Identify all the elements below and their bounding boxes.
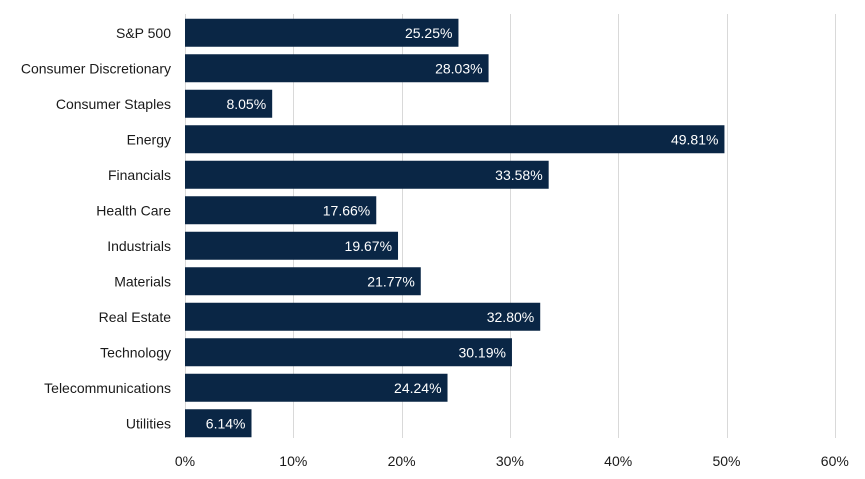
bar-value-label: 32.80%	[487, 309, 534, 325]
category-labels: S&P 500 Consumer Discretionary Consumer St…	[21, 25, 171, 432]
bar	[185, 89, 273, 118]
x-axis-ticks: 0% 10% 20% 30% 40% 50% 60%	[175, 453, 849, 469]
category-label: Materials	[114, 273, 171, 289]
bar	[185, 196, 377, 225]
grid-lines	[185, 14, 836, 438]
bars: 25.25% 28.03% 8.05% 49.81% 33.58% 17.66% 19.67…	[185, 18, 725, 438]
category-label: Technology	[100, 344, 171, 360]
category-label: Industrials	[107, 238, 171, 254]
bar-value-label: 33.58%	[495, 167, 542, 183]
category-label: Health Care	[96, 202, 171, 218]
bar-value-label: 19.67%	[345, 238, 392, 254]
bar-value-label: 6.14%	[206, 415, 246, 431]
bar-value-label: 28.03%	[435, 60, 482, 76]
x-tick-label: 40%	[604, 453, 632, 469]
bar	[185, 160, 549, 189]
bar-value-label: 24.24%	[394, 380, 441, 396]
bar-value-label: 25.25%	[405, 25, 452, 41]
bar	[185, 409, 252, 438]
bar	[185, 373, 448, 402]
bar	[185, 54, 489, 83]
bar-value-label: 49.81%	[671, 131, 718, 147]
bar-value-label: 30.19%	[458, 344, 505, 360]
x-tick-label: 10%	[279, 453, 307, 469]
category-label: Consumer Staples	[56, 96, 171, 112]
category-label: Energy	[127, 131, 171, 147]
category-label: S&P 500	[116, 25, 171, 41]
category-label: Consumer Discretionary	[21, 60, 171, 76]
bar	[185, 125, 725, 154]
category-label: Financials	[108, 167, 171, 183]
x-tick-label: 50%	[712, 453, 740, 469]
bar-value-label: 17.66%	[323, 202, 370, 218]
x-tick-label: 0%	[175, 453, 195, 469]
bar	[185, 267, 421, 296]
bar	[185, 302, 541, 331]
bar	[185, 338, 512, 367]
bar-value-label: 21.77%	[367, 273, 414, 289]
category-label: Real Estate	[99, 309, 172, 325]
bar	[185, 18, 459, 47]
x-tick-label: 20%	[388, 453, 416, 469]
bar	[185, 231, 399, 260]
x-tick-label: 60%	[821, 453, 849, 469]
x-tick-label: 30%	[496, 453, 524, 469]
category-label: Utilities	[126, 415, 171, 431]
category-label: Telecommunications	[44, 380, 171, 396]
bar-value-label: 8.05%	[226, 96, 266, 112]
